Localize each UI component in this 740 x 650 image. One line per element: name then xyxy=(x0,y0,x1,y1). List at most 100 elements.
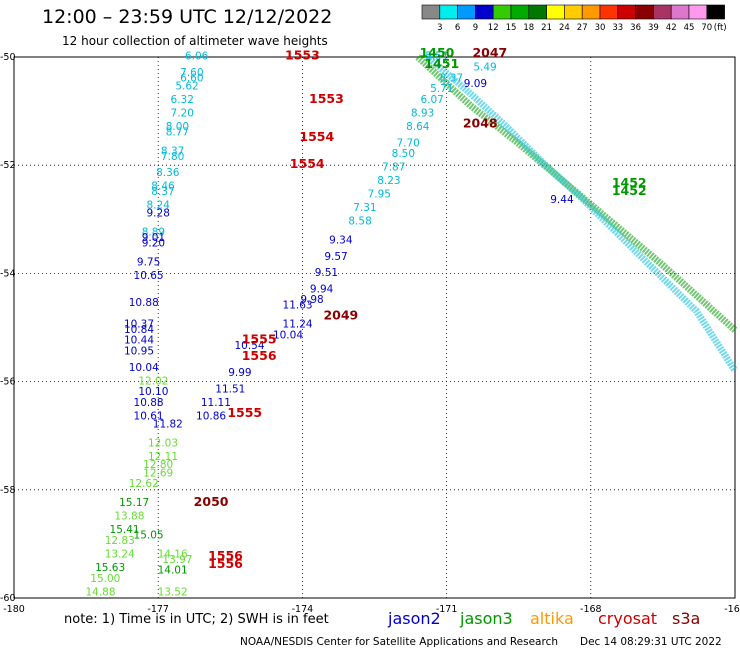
y-tick-label: -58 xyxy=(0,485,16,496)
pass-time-label: 2049 xyxy=(323,307,358,322)
swh-value-label: 8.24 xyxy=(147,199,171,211)
swh-value-label: 14.88 xyxy=(85,586,115,598)
swh-value-label: 12.11 xyxy=(148,451,178,463)
swh-value-label: 9.01 xyxy=(142,232,165,244)
swh-value-label: 12.02 xyxy=(138,375,168,387)
swh-value-label: 7.80 xyxy=(161,151,184,163)
swh-value-label: 11.82 xyxy=(153,419,183,431)
colorbar-label: 30 xyxy=(595,23,606,33)
colorbar-swatch xyxy=(528,4,547,20)
swh-value-label: 15.05 xyxy=(134,529,164,541)
swh-value-label: 7.70 xyxy=(396,137,419,149)
swh-value-label: 9.75 xyxy=(137,256,160,268)
swh-value-label: 7.60 xyxy=(180,67,203,79)
swh-value-label: 13.97 xyxy=(162,554,192,566)
swh-value-label: 8.36 xyxy=(156,167,180,179)
legend-jason3: jason3 xyxy=(460,609,513,628)
colorbar-swatch xyxy=(564,4,583,20)
colorbar-swatch xyxy=(617,4,636,20)
colorbar-label: 33 xyxy=(612,23,623,33)
colorbar-swatch xyxy=(706,4,725,20)
colorbar-label: 3 xyxy=(437,23,442,33)
swh-value-label: 8.89 xyxy=(142,227,165,239)
swh-value-label: 11.63 xyxy=(283,300,313,312)
swh-value-label: 8.64 xyxy=(406,121,430,133)
colorbar-label: 21 xyxy=(541,23,552,33)
note-text: note: 1) Time is in UTC; 2) SWH is in fe… xyxy=(64,612,329,627)
x-tick-label: -174 xyxy=(292,604,314,615)
x-tick-label: -180 xyxy=(3,604,25,615)
colorbar-label: 9 xyxy=(473,23,478,33)
pass-time-label: 1554 xyxy=(290,156,325,171)
y-tick-label: -60 xyxy=(0,593,16,604)
swh-value-label: 14.16 xyxy=(158,548,188,560)
swh-value-label: 8.37 xyxy=(161,145,184,157)
swh-value-label: 8.58 xyxy=(348,216,371,228)
colorbar-label: 12 xyxy=(488,23,499,33)
swh-value-label: 15.00 xyxy=(90,573,120,585)
swh-value-label: 7.95 xyxy=(368,189,391,201)
swh-value-label: 11.11 xyxy=(201,397,231,409)
colorbar-label: 36 xyxy=(630,23,641,33)
pass-time-label: 1450 xyxy=(420,45,455,60)
credit-text: NOAA/NESDIS Center for Satellite Applica… xyxy=(240,636,558,648)
swh-value-label: 8.77 xyxy=(166,126,189,138)
colorbar-swatch xyxy=(421,4,441,20)
colorbar-label: 15 xyxy=(506,23,517,33)
y-tick-label: -50 xyxy=(0,52,16,63)
swh-value-label: 8.00 xyxy=(166,121,189,133)
swh-value-label: 10.88 xyxy=(134,397,164,409)
swh-value-label: 9.20 xyxy=(142,237,165,249)
colorbar-swatch xyxy=(439,4,458,20)
swh-value-label: 9.98 xyxy=(300,294,323,306)
pass-time-label: 1556 xyxy=(242,348,277,363)
swh-value-label: 5.51 xyxy=(425,51,448,63)
track-s3a xyxy=(425,54,738,373)
pass-time-label: 1452 xyxy=(612,175,647,190)
swh-value-label: 10.10 xyxy=(138,386,168,398)
pass-time-label: 2047 xyxy=(472,45,507,60)
swh-value-label: 11.51 xyxy=(215,383,245,395)
colorbar-swatch xyxy=(688,4,708,20)
y-tick-label: -54 xyxy=(0,268,16,279)
swh-value-label: 6.07 xyxy=(420,94,443,106)
pass-time-label: 1553 xyxy=(285,48,320,63)
colorbar-label: 27 xyxy=(577,23,588,33)
colorbar-label: 39 xyxy=(648,23,659,33)
colorbar-swatch xyxy=(670,4,690,20)
chart-title: 12:00 – 23:59 UTC 12/12/2022 xyxy=(42,6,333,28)
colorbar-swatch xyxy=(457,4,476,20)
swh-value-label: 10.84 xyxy=(124,324,154,336)
swh-value-label: 12.83 xyxy=(105,535,135,547)
legend-cryosat: cryosat xyxy=(598,609,658,628)
x-tick-label: -165 xyxy=(724,604,740,615)
plot-frame xyxy=(13,56,736,599)
swh-value-label: 15.63 xyxy=(95,562,125,574)
swh-value-label: 10.44 xyxy=(124,335,154,347)
colorbar-label: 45 xyxy=(684,23,695,33)
legend-altika: altika xyxy=(530,609,574,628)
x-tick-label: -168 xyxy=(580,604,602,615)
swh-value-label: 9.09 xyxy=(464,78,487,90)
swh-value-label: 12.03 xyxy=(148,438,178,450)
swh-value-label: 14.01 xyxy=(158,565,188,577)
swh-value-label: 7.31 xyxy=(353,202,376,214)
pass-time-label: 1556 xyxy=(208,548,243,563)
pass-time-label: 1452 xyxy=(612,183,647,198)
pass-time-label: 1555 xyxy=(242,332,277,347)
swh-value-label: 11.24 xyxy=(283,319,313,331)
swh-value-label: 10.86 xyxy=(196,410,226,422)
chart-subtitle: 12 hour collection of altimeter wave hei… xyxy=(62,34,328,48)
swh-value-label: 9.44 xyxy=(550,194,574,206)
colorbar-swatch xyxy=(475,4,494,20)
swh-value-label: 9.99 xyxy=(228,367,251,379)
swh-value-label: 8.37 xyxy=(151,186,174,198)
x-tick-label: -171 xyxy=(436,604,458,615)
swh-value-label: 15.41 xyxy=(110,524,140,536)
colorbar-swatch xyxy=(653,4,672,20)
swh-value-label: 10.95 xyxy=(124,346,154,358)
swh-value-label: 7.20 xyxy=(171,108,194,120)
colorbar-label: 18 xyxy=(523,23,534,33)
swh-value-label: 8.46 xyxy=(151,181,175,193)
